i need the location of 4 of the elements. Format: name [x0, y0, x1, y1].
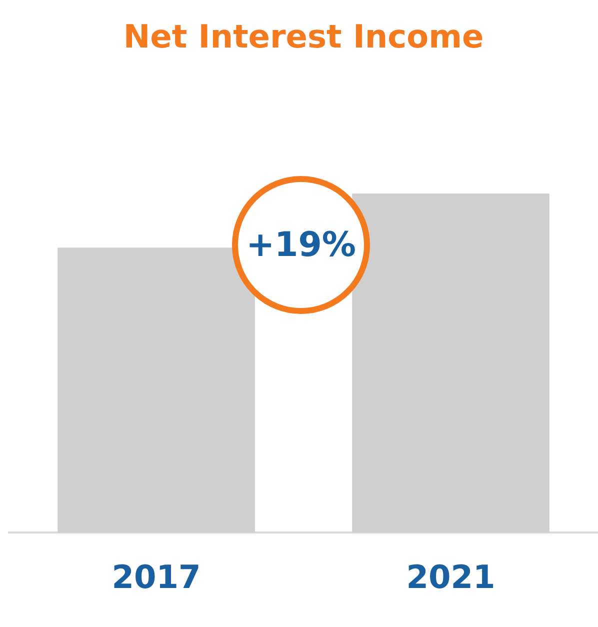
- x-tick-label: 2021: [406, 558, 496, 596]
- chart-title: Net Interest Income: [123, 18, 484, 56]
- circle-badge: +19%: [232, 176, 370, 314]
- x-tick-label: 2017: [112, 558, 201, 596]
